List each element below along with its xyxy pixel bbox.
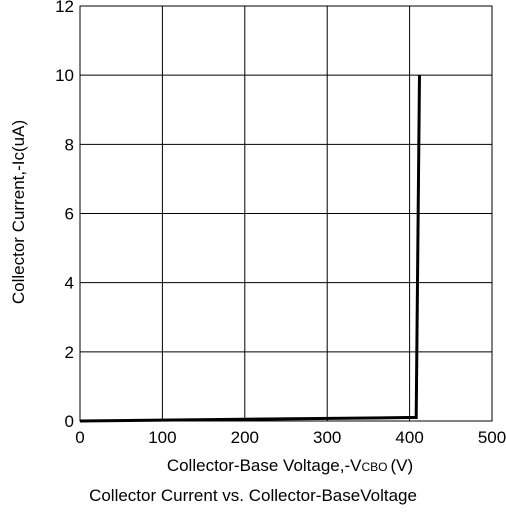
x-axis-label-main: Collector-Base Voltage,-V — [167, 456, 362, 475]
x-tick-label: 500 — [478, 428, 506, 447]
y-tick-label: 12 — [55, 0, 74, 16]
x-tick-label: 0 — [75, 428, 84, 447]
y-tick-label: 4 — [65, 274, 74, 293]
y-tick-label: 6 — [65, 205, 74, 224]
x-tick-labels: 0 100 200 300 400 500 — [75, 428, 506, 447]
y-axis-label: Collector Current,-Ic(uA) — [9, 120, 28, 304]
x-axis-label-subscript: CBO — [361, 460, 387, 474]
series-group — [79, 75, 421, 423]
y-tick-label: 8 — [65, 135, 74, 154]
y-tick-labels: 0 2 4 6 8 10 12 — [55, 0, 74, 431]
x-axis-label-unit: (V) — [391, 456, 414, 475]
x-tick-label: 400 — [395, 428, 423, 447]
chart: 0 2 4 6 8 10 12 0 100 200 300 400 500 Collector Cur… — [9, 0, 506, 475]
y-tick-label: 2 — [65, 343, 74, 362]
x-axis-label: Collector-Base Voltage,-VCBO (V) — [167, 456, 413, 475]
y-tick-label: 0 — [65, 412, 74, 431]
x-tick-label: 300 — [313, 428, 341, 447]
grid — [79, 5, 493, 422]
y-tick-label: 10 — [55, 66, 74, 85]
x-tick-label: 200 — [231, 428, 259, 447]
x-tick-label: 100 — [148, 428, 176, 447]
chart-caption: Collector Current vs. Collector-BaseVolt… — [89, 486, 417, 505]
plot-area-frame — [79, 5, 493, 422]
series-line — [79, 75, 421, 423]
